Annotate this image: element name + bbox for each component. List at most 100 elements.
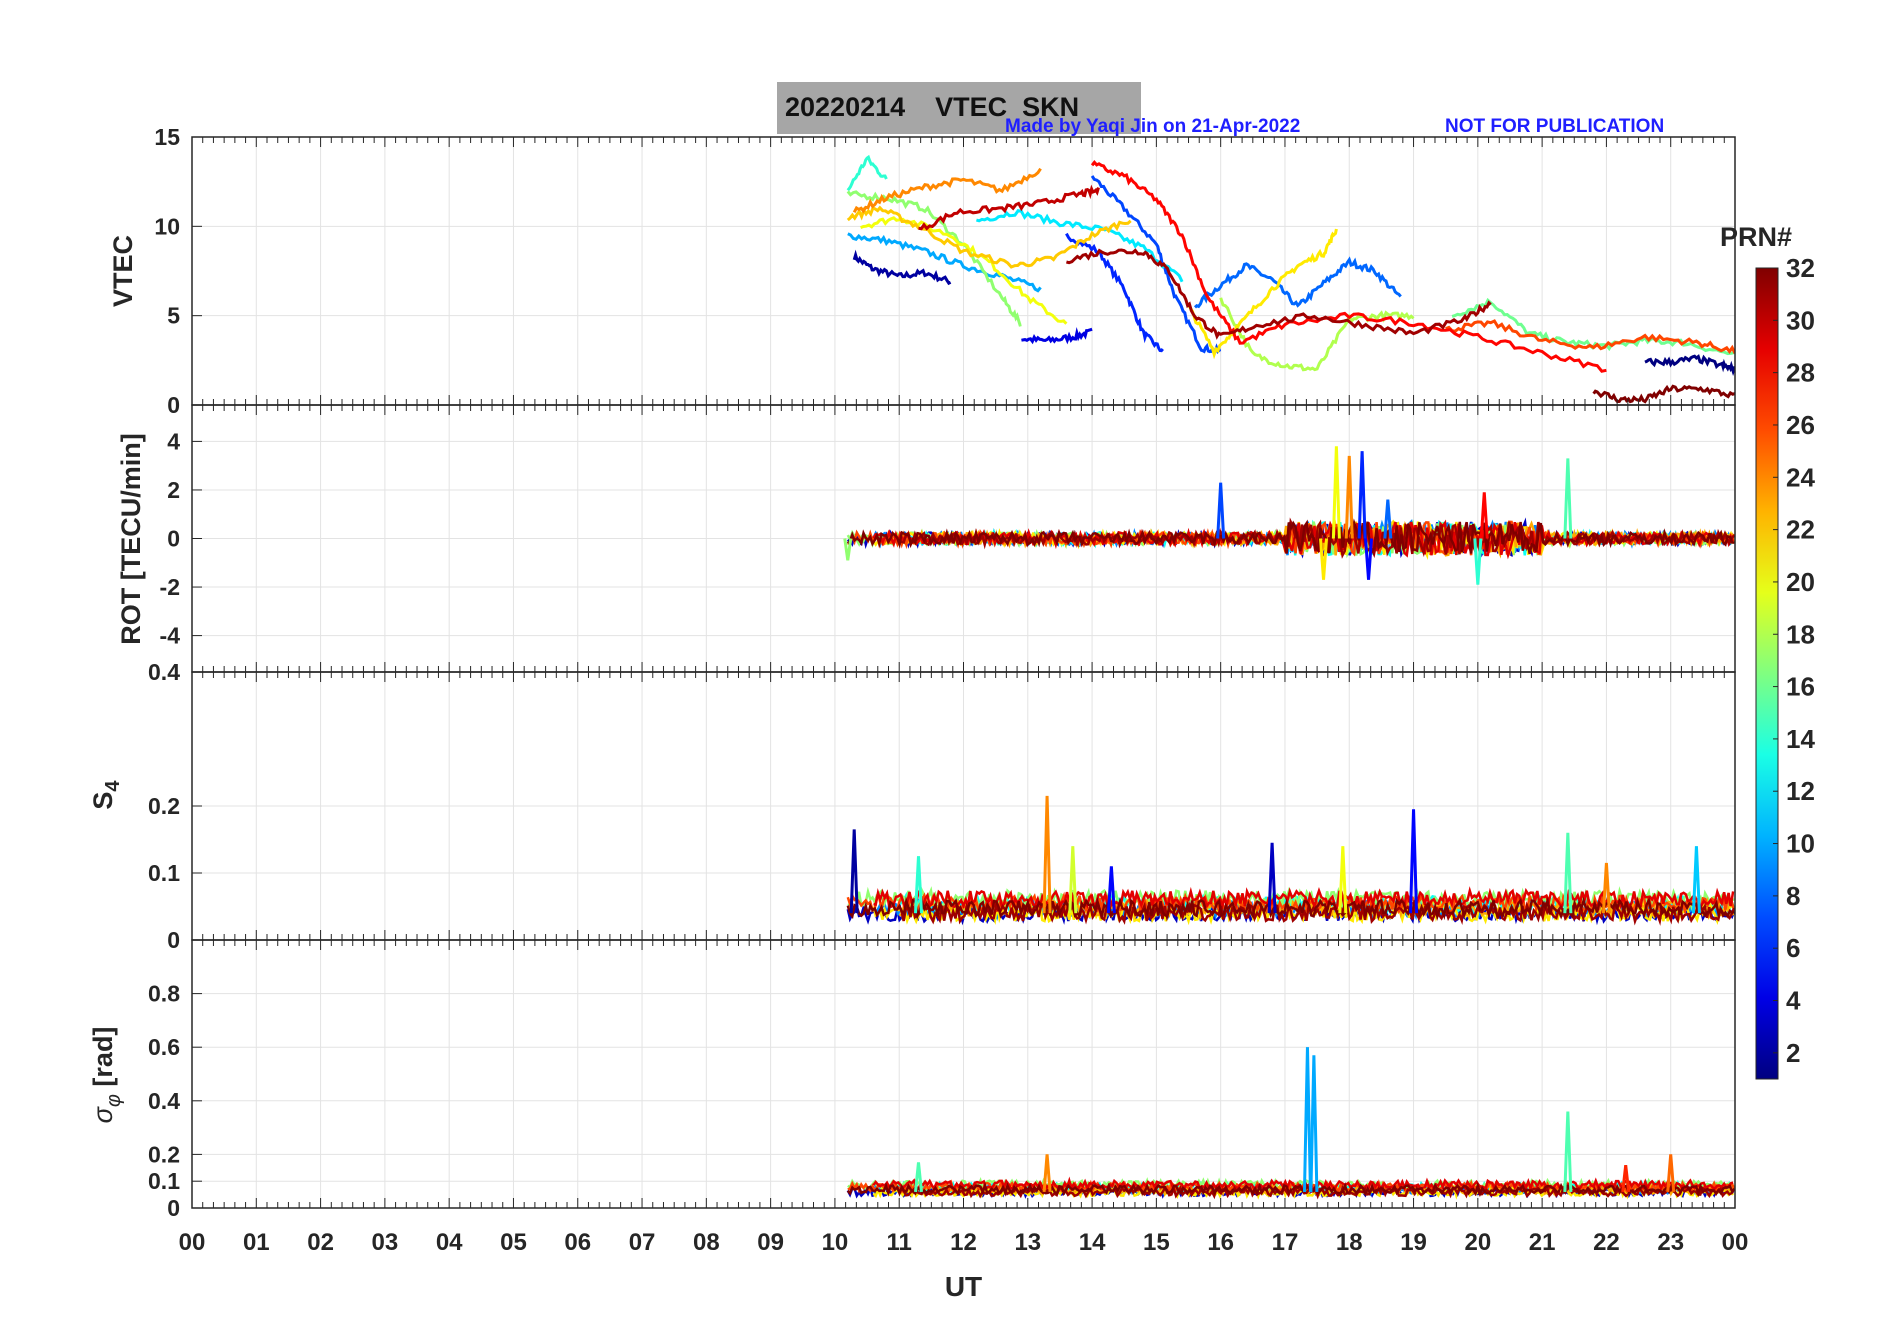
colorbar-label: PRN# [1720, 222, 1792, 252]
vtec-series-prn-31 [1066, 248, 1492, 340]
y-tick-label: 0.1 [148, 860, 180, 886]
s4-series-prn-31 [898, 900, 1735, 926]
colorbar-tick-label: 16 [1786, 672, 1815, 702]
y-tick-label: 0.4 [148, 1088, 180, 1114]
rot-spike-prn-24 [1344, 455, 1354, 539]
ylabel-rot: ROT [TECU/min] [116, 433, 146, 644]
y-tick-label: 4 [167, 428, 180, 454]
sigma_phi-spike-prn-25 [1666, 1154, 1676, 1193]
vtec-series-prn-21 [1187, 228, 1338, 360]
rot-spike-prn-17 [843, 538, 853, 561]
x-tick-label: 03 [372, 1229, 399, 1256]
sigma_phi-spike-prn-15 [1563, 1111, 1573, 1192]
x-tick-label: 12 [950, 1229, 977, 1256]
vtec-series-prn-4 [1021, 327, 1093, 345]
s4-spike-prn-2 [849, 829, 859, 914]
y-tick-label: 5 [167, 303, 180, 329]
x-tick-label: 08 [693, 1229, 720, 1256]
colorbar: 32 30 28 26 24 22 20 18 16 14 12 10 8 6 4 2 PRN# [1720, 222, 1815, 1080]
colorbar-tick-label: 10 [1786, 829, 1815, 859]
x-tick-label: 00 [1722, 1229, 1749, 1256]
colorbar-tick-label: 6 [1786, 933, 1800, 963]
colorbar-tick-label: 2 [1786, 1038, 1800, 1068]
x-tick-label: 19 [1400, 1229, 1427, 1256]
series-group [846, 1047, 1735, 1200]
s4-series-prn-32 [846, 896, 1735, 921]
y-tick-label: 15 [154, 124, 180, 150]
rot-spike-prn-5 [1364, 538, 1374, 580]
ylabel-s4: S4 [88, 780, 124, 810]
panel-s4: 0.4 0.2 0.1 0 [148, 659, 1736, 953]
colorbar-rect [1755, 267, 1779, 1080]
s4-spike-prn-20 [1338, 846, 1348, 914]
colorbar-tick-label: 18 [1786, 619, 1815, 649]
x-tick-label: 17 [1272, 1229, 1299, 1256]
series-group [846, 154, 1735, 404]
y-tick-label: -2 [160, 574, 180, 600]
x-tick-label: 10 [822, 1229, 849, 1256]
s4-spike-prn-5 [1106, 866, 1116, 914]
s4-spike-prn-24 [1601, 862, 1611, 914]
colorbar-tick-label: 30 [1786, 305, 1815, 335]
sigma-main: σ [88, 1105, 118, 1123]
ylabel-sigma-phi: σφ [rad] [88, 1027, 125, 1124]
s4-main: S [88, 792, 118, 810]
vtec-series-prn-2 [852, 249, 952, 286]
vtec-series-prn-12 [976, 209, 1184, 283]
rot-spike-prn-6 [1357, 451, 1367, 539]
rot-series-prn-32 [846, 518, 1735, 555]
s4-spike-prn-14 [913, 856, 923, 914]
rot-spike-prn-7 [1216, 482, 1226, 539]
colorbar-tick-label: 14 [1786, 724, 1815, 754]
s4-spike-prn-11 [1691, 846, 1701, 914]
vtec-series-prn-10 [847, 232, 1042, 293]
x-tick-label: 01 [243, 1229, 270, 1256]
s4-spike-prn-3 [1267, 842, 1277, 914]
x-tick-label: 09 [757, 1229, 784, 1256]
y-tick-label: 0.6 [148, 1034, 180, 1060]
y-tick-label: 0.4 [148, 659, 180, 685]
x-tick-label: 05 [500, 1229, 527, 1256]
s4-sub: 4 [102, 780, 124, 792]
y-tick-label: -4 [160, 623, 181, 649]
sigma_phi-spike-prn-27 [1621, 1164, 1631, 1193]
y-tick-label: 0 [167, 1195, 180, 1221]
vtec-series-prn-8 [1193, 256, 1402, 309]
colorbar-tick-label: 22 [1786, 515, 1815, 545]
s4-spike-prn-24 [1042, 795, 1052, 914]
credit-text: Made by Yaqi Jin on 21-Apr-2022 [1005, 116, 1301, 137]
sigma_phi-series-prn-26 [847, 1179, 1735, 1196]
rot-spike-prn-28 [1479, 492, 1489, 539]
colorbar-tick-label: 8 [1786, 881, 1800, 911]
x-tick-label: 06 [564, 1229, 591, 1256]
vtec-series-prn-26 [1445, 319, 1735, 355]
vtec-series-prn-6 [1065, 232, 1164, 353]
x-tick-label: 02 [307, 1229, 334, 1256]
vtec-series-prn-16 [1451, 297, 1735, 356]
sigma_phi-spike-prn-24 [1042, 1154, 1052, 1193]
vtec-series-prn-28 [1090, 159, 1607, 373]
vtec-series-prn-24 [852, 167, 1042, 214]
title-box [777, 82, 1141, 134]
x-tick-label: 04 [436, 1229, 463, 1256]
x-tick-label: 16 [1207, 1229, 1234, 1256]
rot-spike-prn-14 [1473, 538, 1483, 585]
colorbar-tick-label: 26 [1786, 410, 1815, 440]
title-label: VTEC SKN [935, 92, 1080, 122]
s4-spike-prn-19 [1068, 846, 1078, 914]
rot-spike-prn-8 [1383, 499, 1393, 539]
y-tick-label: 0.8 [148, 981, 180, 1007]
x-tick-label: 21 [1529, 1229, 1556, 1256]
x-tick-label: 23 [1657, 1229, 1684, 1256]
colorbar-tick-label: 28 [1786, 358, 1815, 388]
sigma-sub: φ [103, 1094, 125, 1107]
x-tick-label: 07 [629, 1229, 656, 1256]
x-tick-label: 22 [1593, 1229, 1620, 1256]
vtec-series-prn-22 [846, 205, 1132, 269]
vtec-series-prn-30 [918, 184, 1100, 231]
figure-title: 20220214 VTEC SKN [785, 92, 1079, 123]
colorbar-tick-label: 24 [1786, 462, 1815, 492]
x-tick-label: 14 [1079, 1229, 1106, 1256]
rot-spike-prn-15 [1563, 458, 1573, 539]
